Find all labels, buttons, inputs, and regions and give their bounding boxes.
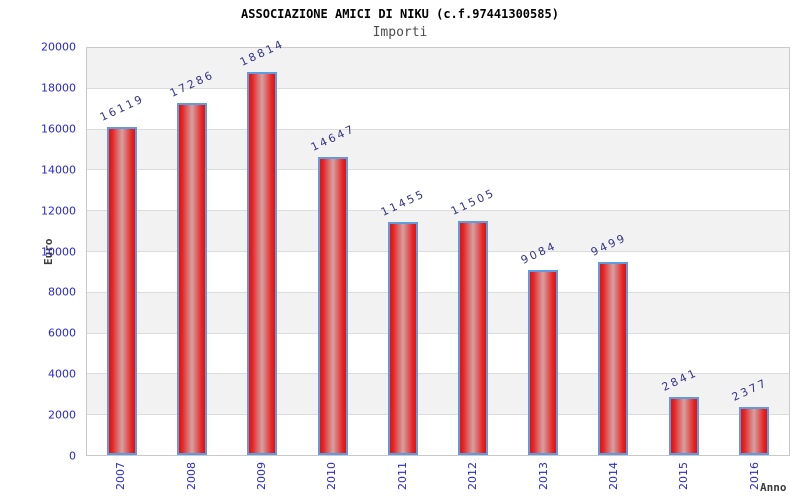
bars-layer: 16119 17286 18814 14647 11455 11505 9084 9499 28… xyxy=(87,37,789,455)
bar-value-label: 9499 xyxy=(589,230,630,259)
y-tick-label: 16000 xyxy=(41,122,76,136)
grid-band xyxy=(87,48,789,89)
bar-value-label: 11455 xyxy=(378,186,428,219)
bar-value-label: 16119 xyxy=(98,92,147,124)
grid-band xyxy=(87,252,789,293)
x-tick-label: 2015 xyxy=(677,462,691,490)
x-tick-label: 2009 xyxy=(254,462,268,490)
bar xyxy=(247,72,278,455)
y-tick-label: 2000 xyxy=(48,408,76,422)
y-tick-label: 10000 xyxy=(41,245,76,258)
bar-value-label: 11505 xyxy=(449,185,498,218)
x-axis: 2007 2008 2009 2010 2011 2012 2013 2014 2015 2016 xyxy=(86,462,790,498)
bar-slot: 9499 xyxy=(578,48,648,455)
bar-value-label: 14647 xyxy=(308,121,358,154)
bar-slot: 11455 xyxy=(368,48,438,455)
bar-slot: 11505 xyxy=(438,48,508,455)
plot-area: 16119 17286 18814 14647 11455 11505 9084 9499 28… xyxy=(86,37,790,456)
x-tick-cell: 2011 xyxy=(368,462,438,498)
x-tick-cell: 2007 xyxy=(86,462,156,498)
x-tick-cell: 2015 xyxy=(649,462,719,498)
bar-slot: 18814 xyxy=(227,37,297,455)
bar xyxy=(738,406,769,455)
bar xyxy=(458,220,489,455)
bar-slot: 16119 xyxy=(87,48,157,455)
bar-slot: 14647 xyxy=(298,48,368,455)
x-tick-cell: 2010 xyxy=(297,462,367,498)
bar xyxy=(317,156,348,455)
x-tick-cell: 2009 xyxy=(227,462,297,498)
bar-value-label: 2377 xyxy=(729,375,770,404)
bar-value-label: 2841 xyxy=(659,366,700,395)
chart-subtitle: Importi xyxy=(372,25,428,40)
chart-title: ASSOCIAZIONE AMICI DI NIKU (c.f.97441300… xyxy=(241,7,559,21)
x-tick-cell: 2008 xyxy=(156,462,226,498)
x-tick-cell: 2014 xyxy=(579,462,649,498)
bar xyxy=(177,103,208,455)
y-tick-label: 4000 xyxy=(48,367,76,381)
grid-band xyxy=(87,89,789,130)
x-axis-title: Anno xyxy=(760,481,787,494)
x-tick-cell: 2013 xyxy=(508,462,578,498)
y-tick-label: 8000 xyxy=(48,285,76,299)
bar xyxy=(528,270,559,455)
y-axis: 0 2000 4000 6000 8000 10000 12000 14000 16000 180… xyxy=(0,42,76,462)
bar-value-label: 17286 xyxy=(168,68,217,101)
grid-band xyxy=(87,170,789,212)
x-tick-label: 2007 xyxy=(114,462,128,490)
x-tick-label: 2010 xyxy=(325,462,339,490)
grid-band xyxy=(87,334,789,375)
bar xyxy=(598,261,629,455)
bar-slot: 9084 xyxy=(508,48,578,455)
x-tick-cell: 2012 xyxy=(438,462,508,498)
y-tick-label: 20000 xyxy=(41,40,76,54)
bar-value-label: 9084 xyxy=(519,239,560,268)
x-tick-label: 2013 xyxy=(536,462,550,490)
x-tick-label: 2011 xyxy=(395,462,409,490)
x-tick-label: 2012 xyxy=(466,462,480,490)
y-tick-label: 18000 xyxy=(41,81,76,95)
bar-slot: 17286 xyxy=(157,48,227,455)
y-tick-label: 12000 xyxy=(41,204,76,218)
y-tick-label: 6000 xyxy=(48,326,76,340)
bar-slot: 2841 xyxy=(649,48,719,455)
bar-slot: 2377 xyxy=(719,48,789,455)
x-tick-label: 2014 xyxy=(607,462,620,490)
bar xyxy=(668,397,699,455)
bar xyxy=(107,126,138,455)
y-tick-label: 0 xyxy=(69,449,76,463)
x-tick-label: 2008 xyxy=(184,462,198,490)
y-tick-label: 14000 xyxy=(41,163,76,177)
bar xyxy=(387,221,418,455)
bar-value-label: 18814 xyxy=(238,37,287,70)
